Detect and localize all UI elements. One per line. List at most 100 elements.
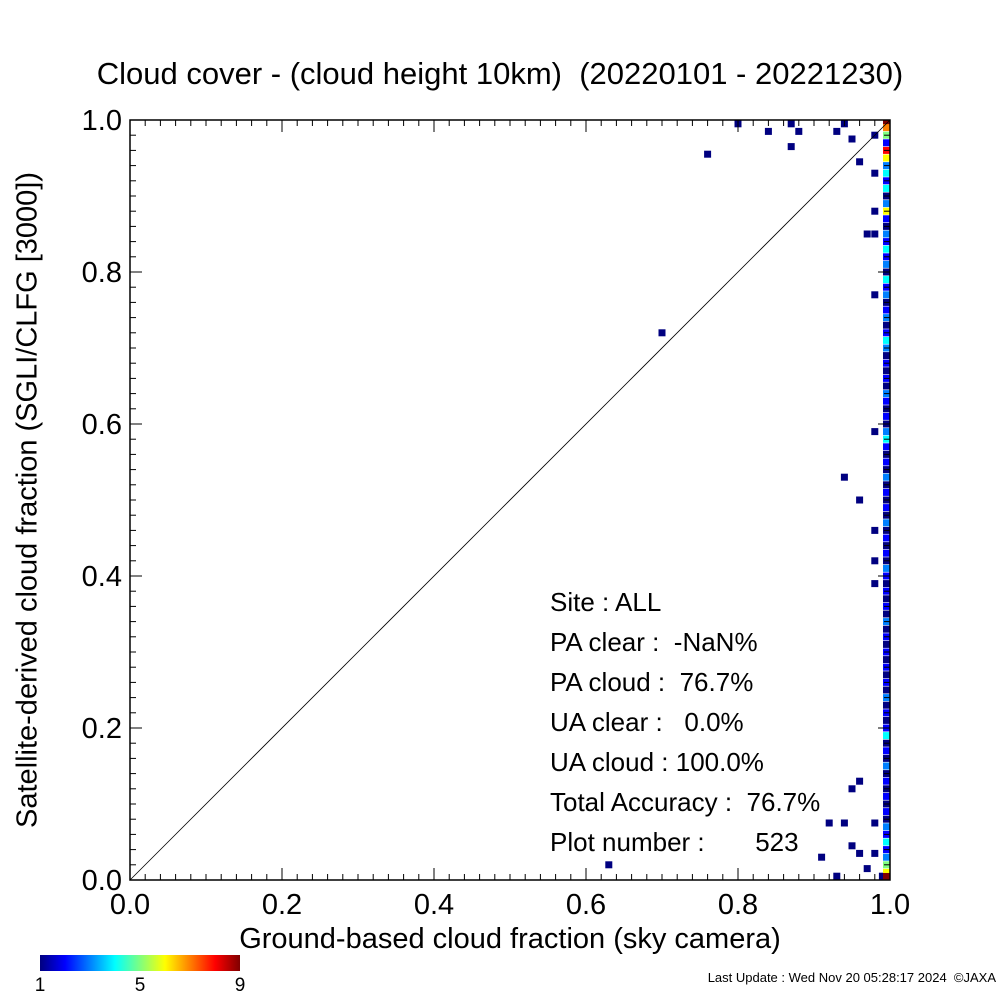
x-tick-label: 0.4: [414, 889, 454, 921]
stat-ua-clear: UA clear : 0.0%: [550, 707, 744, 737]
heatmap-cell: [871, 557, 879, 565]
heatmap-cell: [883, 732, 890, 740]
heatmap-cell: [883, 230, 890, 238]
heatmap-cell: [883, 534, 890, 542]
heatmap-cell: [883, 169, 890, 177]
y-tick-label: 0.6: [82, 409, 122, 441]
axis-tick-labels: 0.0 0.2 0.4 0.6 0.8 1.0 0.0 0.2 0.4 0.6 0.8 1.0: [82, 105, 910, 921]
heatmap-cell: [848, 785, 856, 793]
axis-ticks: [129, 119, 891, 881]
heatmap-cell: [883, 184, 890, 192]
heatmap-cell: [764, 127, 772, 135]
heatmap-cell: [883, 580, 890, 588]
colorbar: [40, 955, 240, 971]
heatmap-cell: [883, 488, 890, 496]
reference-line-y-equals-x: [129, 119, 891, 881]
heatmap-cell: [833, 872, 841, 880]
heatmap-cell: [871, 207, 879, 215]
heatmap-cell: [883, 139, 890, 147]
heatmap-cell: [787, 143, 795, 151]
heatmap-cell: [704, 150, 712, 158]
x-tick-label: 0.2: [262, 889, 302, 921]
heatmap-cell: [605, 861, 613, 869]
colorbar-tick-mid: 5: [134, 975, 146, 996]
heatmap-cell: [883, 823, 890, 831]
heatmap-cell: [658, 329, 666, 337]
heatmap-cell: [883, 595, 890, 603]
y-axis-label: Satellite-derived cloud fraction (SGLI/C…: [11, 171, 44, 829]
heatmap-cell: [883, 686, 890, 694]
y-tick-label: 1.0: [82, 105, 122, 137]
heatmap-cell: [883, 428, 890, 436]
heatmap-cell: [871, 230, 879, 238]
stat-ua-cloud: UA cloud : 100.0%: [550, 747, 764, 777]
stat-total-accuracy: Total Accuracy : 76.7%: [550, 787, 821, 817]
heatmap-cell: [883, 671, 890, 679]
x-tick-label: 0.6: [566, 889, 606, 921]
heatmap-cell: [883, 762, 890, 770]
heatmap-cell: [856, 777, 864, 785]
heatmap-cell: [883, 640, 890, 648]
last-update-footer: Last Update : Wed Nov 20 05:28:17 2024 ©…: [707, 970, 996, 985]
heatmap-cell: [883, 367, 890, 375]
heatmap-cell: [840, 473, 848, 481]
heatmap-cell: [883, 412, 890, 420]
heatmap-cell: [883, 276, 890, 284]
heatmap-cell: [883, 124, 890, 132]
heatmap-cell: [883, 873, 890, 880]
heatmap-cell: [883, 245, 890, 253]
heatmap-cell: [883, 397, 890, 405]
heatmap-cell: [883, 154, 890, 162]
heatmap-cell: [883, 336, 890, 344]
heatmap-cell: [883, 808, 890, 816]
heatmap-cell: [883, 321, 890, 329]
heatmap-cell: [871, 291, 879, 299]
heatmap-cell: [825, 819, 833, 827]
heatmap-cell: [883, 473, 890, 481]
heatmap-cell: [883, 291, 890, 299]
heatmap-cell: [863, 865, 871, 873]
heatmap-cell: [848, 135, 856, 143]
x-tick-label: 1.0: [870, 889, 910, 921]
y-tick-label: 0.8: [82, 257, 122, 289]
heatmap-cell: [883, 610, 890, 618]
heatmap-cell: [856, 849, 864, 857]
heatmap-cell: [883, 701, 890, 709]
heatmap-cell: [883, 200, 890, 208]
heatmap-cell: [795, 127, 803, 135]
heatmap-cell: [883, 853, 890, 861]
heatmap-cell: [840, 819, 848, 827]
heatmap-cell: [871, 169, 879, 177]
heatmap-cell: [863, 230, 871, 238]
y-tick-label: 0.4: [82, 561, 122, 593]
heatmap-cell: [871, 819, 879, 827]
stat-pa-clear: PA clear : -NaN%: [550, 627, 758, 657]
heatmap-cell: [883, 549, 890, 557]
heatmap-cell: [878, 872, 886, 880]
heatmap-cell: [883, 747, 890, 755]
heatmap-cell: [883, 443, 890, 451]
heatmap-cell: [856, 158, 864, 166]
colorbar-tick-min: 1: [34, 975, 46, 996]
heatmap-cell: [856, 496, 864, 504]
heatmap-cell: [871, 580, 879, 588]
x-tick-label: 0.8: [718, 889, 758, 921]
heatmap-cell: [848, 842, 856, 850]
heatmap-cell: [871, 526, 879, 534]
heatmap-cell: [883, 458, 890, 466]
heatmap-cell: [883, 519, 890, 527]
x-axis-label: Ground-based cloud fraction (sky camera): [239, 923, 781, 955]
colorbar-tick-max: 9: [234, 975, 246, 996]
stat-site: Site : ALL: [550, 587, 662, 617]
heatmap-cell: [883, 352, 890, 360]
heatmap-cell: [883, 625, 890, 633]
heatmap-cell: [883, 792, 890, 800]
heatmap-cell: [883, 260, 890, 268]
heatmap-cell: [883, 777, 890, 785]
heatmap-cell: [871, 428, 879, 436]
heatmap-cell: [883, 868, 890, 876]
stats-panel: Site : ALL PA clear : -NaN% PA cloud : 7…: [550, 582, 820, 862]
heatmap-cell: [883, 215, 890, 223]
stat-pa-cloud: PA cloud : 76.7%: [550, 667, 754, 697]
